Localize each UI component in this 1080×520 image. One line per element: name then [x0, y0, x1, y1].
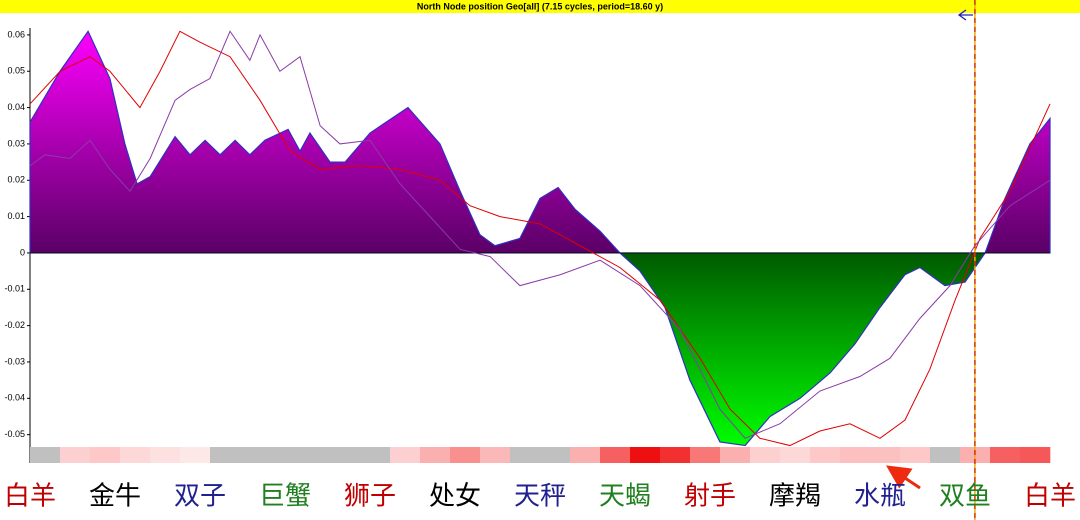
y-tick-label: 0.01	[7, 211, 25, 221]
y-tick-label: -0.04	[4, 393, 25, 403]
strip-cell	[750, 447, 781, 463]
y-tick-label: -0.01	[4, 284, 25, 294]
strip-cell	[630, 447, 661, 463]
chart-title: North Node position Geo[all] (7.15 cycle…	[417, 1, 663, 11]
strip-cell	[870, 447, 901, 463]
y-tick-label: 0.04	[7, 102, 25, 112]
zodiac-label: 狮子	[344, 482, 396, 512]
line-series	[29, 30, 1051, 447]
area	[29, 30, 1051, 447]
strip-cell	[120, 447, 151, 463]
zodiac-label: 巨蟹	[259, 482, 311, 512]
line-series	[29, 30, 1051, 439]
zodiac-label: 金牛	[89, 482, 141, 512]
zodiac-label: 双子	[174, 482, 226, 512]
strip-cell	[900, 447, 931, 463]
y-tick-label: 0.02	[7, 175, 25, 185]
zodiac-label: 摩羯	[769, 482, 821, 512]
y-tick-label: 0	[20, 247, 25, 257]
zodiac-label: 处女	[429, 482, 481, 512]
strip-cell	[660, 447, 691, 463]
zodiac-label: 天秤	[514, 482, 566, 512]
strip-cell	[690, 447, 721, 463]
strip-cell	[180, 447, 211, 463]
strip-cell	[510, 447, 541, 463]
strip-cell	[210, 447, 241, 463]
annotation-arrow	[886, 465, 921, 490]
zodiac-label: 白羊	[1024, 482, 1076, 512]
strip-cell	[600, 447, 631, 463]
strip-cell	[30, 447, 61, 463]
strip-cell	[450, 447, 481, 463]
zodiac-label: 射手	[684, 482, 736, 512]
zodiac-label: 白羊	[4, 482, 56, 512]
strip-cell	[270, 447, 301, 463]
strip-cell	[990, 447, 1021, 463]
strip-cell	[360, 447, 391, 463]
y-tick-label: 0.03	[7, 138, 25, 148]
plot-area: 0.06 0.05 0.04 0.03 0.02 0.01 0 -0.01 -0.02 -0.03…	[4, 0, 1051, 520]
zodiac-label: 水瓶	[854, 482, 906, 512]
strip-cell	[930, 447, 961, 463]
y-tick-label: -0.05	[4, 429, 25, 439]
y-tick-label: -0.03	[4, 356, 25, 366]
strip-cell	[240, 447, 271, 463]
strip-cell	[390, 447, 421, 463]
y-tick-label: 0.06	[7, 29, 25, 39]
strip-cell	[780, 447, 811, 463]
marker-arrow	[957, 9, 973, 21]
strip-cell	[720, 447, 751, 463]
strip-cell	[150, 447, 181, 463]
strip-cell	[840, 447, 871, 463]
title-bar	[0, 0, 1080, 13]
strip-cell	[90, 447, 121, 463]
zodiac-label: 天蝎	[599, 482, 651, 512]
strip-cell	[330, 447, 361, 463]
strip-cell	[480, 447, 511, 463]
strip-cell	[540, 447, 571, 463]
strip-cell	[420, 447, 451, 463]
zodiac-label: 双鱼	[939, 482, 991, 512]
strip-cell	[60, 447, 91, 463]
strip-cell	[1020, 447, 1051, 463]
y-tick-label: -0.02	[4, 320, 25, 330]
strip-cell	[300, 447, 331, 463]
strip-cell	[570, 447, 601, 463]
y-tick-label: 0.05	[7, 66, 25, 76]
strip-cell	[810, 447, 841, 463]
